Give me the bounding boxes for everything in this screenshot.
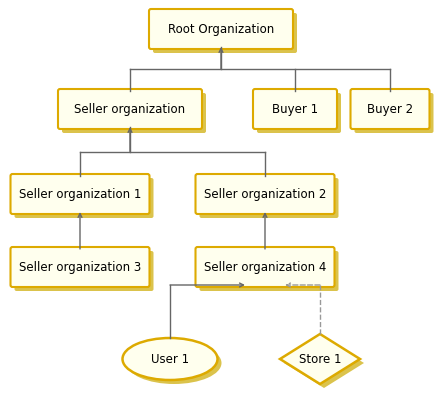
Text: User 1: User 1 — [151, 353, 189, 366]
Text: Root Organization: Root Organization — [168, 23, 274, 36]
Text: Seller organization 1: Seller organization 1 — [19, 188, 141, 201]
Polygon shape — [284, 338, 364, 388]
Text: Seller organization 3: Seller organization 3 — [19, 261, 141, 274]
FancyBboxPatch shape — [11, 175, 149, 215]
FancyBboxPatch shape — [149, 10, 293, 50]
Ellipse shape — [126, 342, 221, 384]
FancyBboxPatch shape — [253, 90, 337, 130]
Polygon shape — [280, 334, 360, 384]
Text: Seller organization: Seller organization — [74, 103, 186, 116]
FancyBboxPatch shape — [153, 14, 297, 54]
Text: Buyer 2: Buyer 2 — [367, 103, 413, 116]
FancyBboxPatch shape — [15, 179, 153, 218]
FancyBboxPatch shape — [15, 252, 153, 291]
FancyBboxPatch shape — [354, 94, 434, 134]
Text: Seller organization 2: Seller organization 2 — [204, 188, 326, 201]
FancyBboxPatch shape — [195, 247, 335, 287]
Ellipse shape — [122, 338, 217, 380]
FancyBboxPatch shape — [62, 94, 206, 134]
Text: Seller organization 4: Seller organization 4 — [204, 261, 326, 274]
FancyBboxPatch shape — [257, 94, 341, 134]
FancyBboxPatch shape — [351, 90, 430, 130]
FancyBboxPatch shape — [199, 179, 339, 218]
FancyBboxPatch shape — [199, 252, 339, 291]
FancyBboxPatch shape — [195, 175, 335, 215]
Text: Buyer 1: Buyer 1 — [272, 103, 318, 116]
FancyBboxPatch shape — [58, 90, 202, 130]
FancyBboxPatch shape — [11, 247, 149, 287]
Text: Store 1: Store 1 — [299, 353, 341, 366]
